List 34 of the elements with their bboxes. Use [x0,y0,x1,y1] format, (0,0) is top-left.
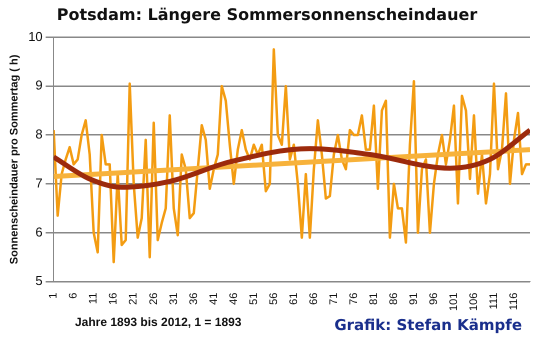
x-tick-label: 91 [408,292,420,305]
y-tick-label: 9 [35,78,43,93]
x-tick-label: 46 [228,292,240,305]
chart-title: Potsdam: Längere Sommersonnenscheindauer [56,4,478,24]
text: Grafik: Stefan Kämpfe [334,316,522,334]
y-tick-label: 7 [35,175,43,190]
x-tick-label: 106 [468,292,480,312]
y-tick-label: 6 [35,224,43,240]
x-tick-label: 116 [508,292,520,310]
y-tick-label: 8 [35,126,43,142]
y-axis-title: Sonnenscheindauer pro Sommertag ( h) [8,54,21,264]
x-tick-label: 6 [68,292,80,299]
y-tick-label: 10 [28,28,43,44]
x-tick-label: 61 [288,292,300,305]
x-tick-label: 1 [48,292,60,299]
y-tick-label: 5 [35,273,43,288]
x-tick-label: 76 [348,292,360,305]
x-tick-label: 101 [448,292,460,312]
x-tick-label: 41 [208,292,220,305]
x-tick-label: 71 [328,292,340,305]
x-tick-label: 111 [488,292,500,310]
x-tick-label: 51 [248,292,260,305]
x-tick-label: 66 [308,292,320,305]
x-tick-label: 11 [88,292,100,304]
x-tick-label: 16 [108,292,120,305]
x-tick-label: 36 [188,292,200,305]
x-tick-label: 86 [388,292,400,305]
text: Jahre 1893 bis 2012, 1 = 1893 [75,315,242,329]
x-tick-label: 26 [148,292,160,305]
x-tick-label: 21 [128,292,140,305]
x-tick-label: 31 [168,292,180,305]
x-tick-label: 96 [428,292,440,305]
x-tick-label: 56 [268,292,280,305]
x-tick-label: 81 [368,292,380,305]
